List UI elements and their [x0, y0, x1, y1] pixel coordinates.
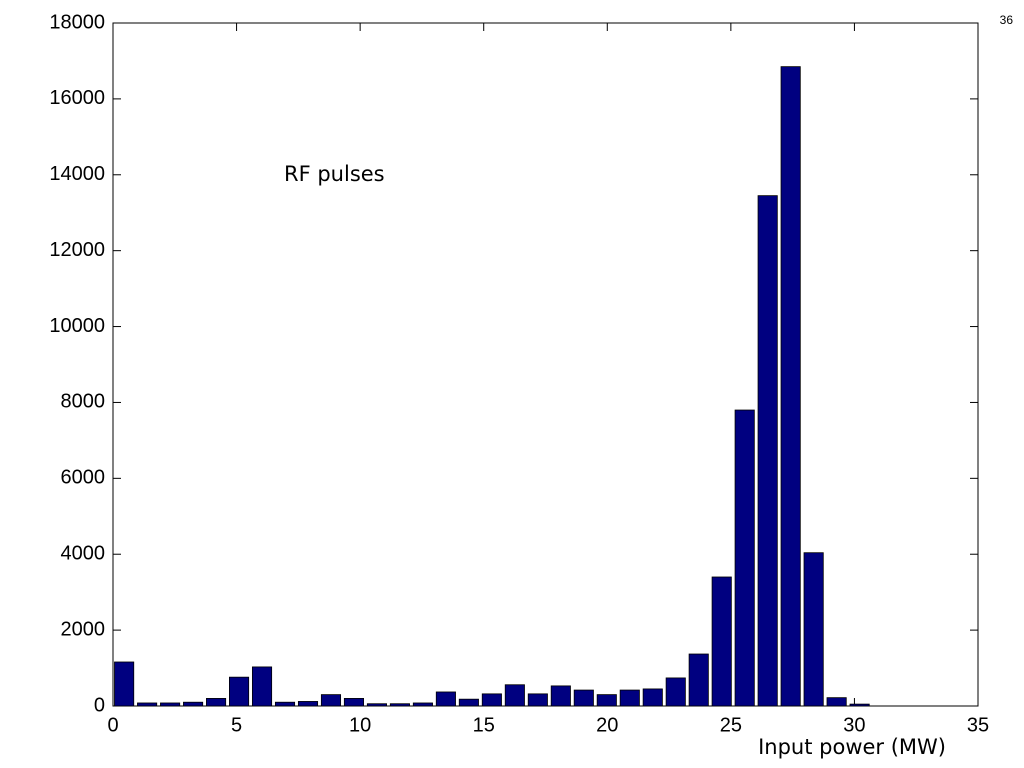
bar	[711, 576, 732, 707]
annotation: RF pulses	[284, 162, 385, 186]
bar	[665, 677, 686, 707]
bar	[160, 702, 181, 707]
y-tick-label: 2000	[61, 618, 106, 640]
bar	[757, 195, 778, 707]
bar	[481, 693, 502, 707]
y-tick-label: 12000	[49, 239, 105, 261]
bar	[734, 409, 755, 707]
x-tick-label: 25	[720, 714, 742, 736]
bar	[343, 698, 365, 707]
bar	[251, 666, 273, 707]
y-tick-label: 4000	[61, 543, 106, 565]
x-tick-label: 15	[473, 714, 495, 736]
y-tick-label: 14000	[49, 163, 105, 185]
x-tick-label: 0	[107, 714, 118, 736]
bar	[412, 702, 433, 707]
bar	[274, 701, 296, 707]
bar	[137, 702, 158, 707]
bar	[780, 66, 801, 707]
bar	[183, 701, 204, 707]
bar	[229, 676, 250, 707]
bar	[297, 701, 319, 707]
x-tick-label: 35	[967, 714, 989, 736]
x-tick-label: 5	[231, 714, 242, 736]
bar	[619, 689, 640, 707]
bar	[803, 552, 824, 707]
y-tick-label: 16000	[49, 87, 105, 109]
axes-box	[112, 22, 979, 707]
bar	[826, 697, 847, 707]
x-tick-label: 20	[596, 714, 618, 736]
bar	[573, 689, 594, 707]
bar	[527, 693, 548, 707]
bar	[596, 694, 617, 707]
bar	[458, 698, 479, 707]
bar	[389, 703, 410, 707]
bar	[504, 684, 525, 707]
x-tick-label: 10	[349, 714, 371, 736]
bar	[435, 691, 456, 707]
y-tick-label: 6000	[61, 467, 106, 489]
y-tick-label: 0	[94, 694, 105, 716]
x-tick-label: 30	[843, 714, 865, 736]
bar	[366, 703, 387, 707]
y-tick-label: 10000	[49, 315, 105, 337]
bar	[320, 694, 342, 707]
bar	[206, 698, 227, 707]
y-tick-label: 8000	[61, 391, 106, 413]
x-axis-label: Input power (MW)	[758, 735, 946, 759]
bar	[688, 653, 709, 707]
slide-number: 36	[1000, 13, 1014, 27]
bar	[849, 703, 870, 707]
bar	[550, 685, 571, 707]
bar	[642, 688, 663, 707]
y-tick-label: 18000	[49, 11, 105, 33]
bar	[114, 661, 135, 707]
